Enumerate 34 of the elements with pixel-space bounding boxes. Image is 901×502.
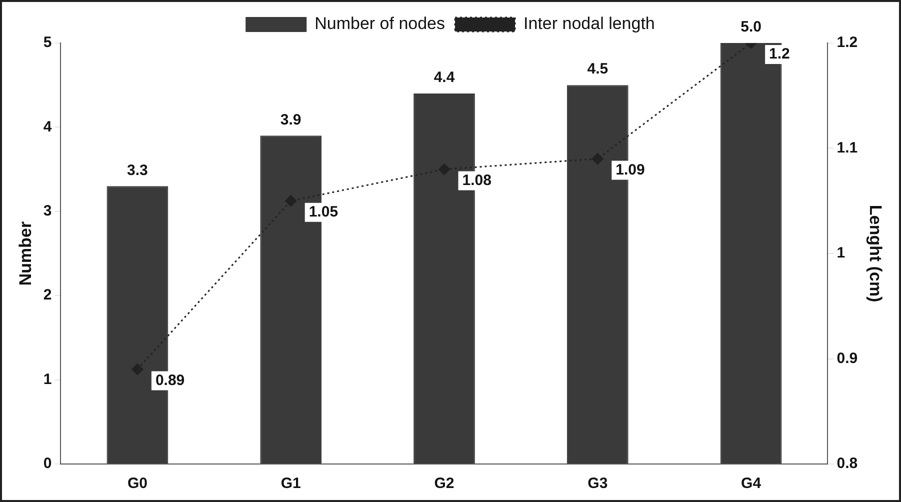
point [132,364,144,376]
y-tick-label: 1 [43,370,52,388]
y2-tick-label: 0.8 [836,455,858,472]
data-label: 5.0 [740,18,762,36]
y-tick-label: 4 [43,118,52,136]
y-tick-label: 3 [43,202,52,220]
y2-tick-label: 1.2 [836,34,858,52]
y2-tick-label: 0.9 [836,350,858,367]
point [592,153,604,165]
x-tick-label: G1 [280,475,301,492]
data-label: 3.9 [280,111,302,128]
y2-axis-title: Lenght (cm) [866,204,886,302]
data-label: 4.5 [587,60,608,78]
y-tick-label: 0 [43,455,52,472]
data-label: 0.89 [155,372,185,389]
data-label: 3.3 [127,162,148,179]
y2-tick-label: 1 [836,244,846,262]
data-label: 1.08 [462,172,492,189]
y-axis-title: Number [16,221,35,286]
point [438,164,450,176]
y-tick-label: 5 [43,34,52,52]
data-label: 1.2 [769,46,790,63]
data-label: 1.09 [616,161,645,178]
x-tick-label: G0 [127,475,148,492]
legend-label: Inter nodal length [524,14,655,34]
x-tick-label: G3 [588,475,608,492]
data-label: 1.05 [308,204,338,221]
x-tick-label: G4 [741,475,762,492]
legend-label: Number of nodes [314,14,446,34]
point [285,195,297,207]
data-label: 4.4 [434,69,456,86]
y2-tick-label: 1.1 [836,139,858,156]
x-tick-label: G2 [434,475,454,492]
y-tick-label: 2 [43,286,52,304]
